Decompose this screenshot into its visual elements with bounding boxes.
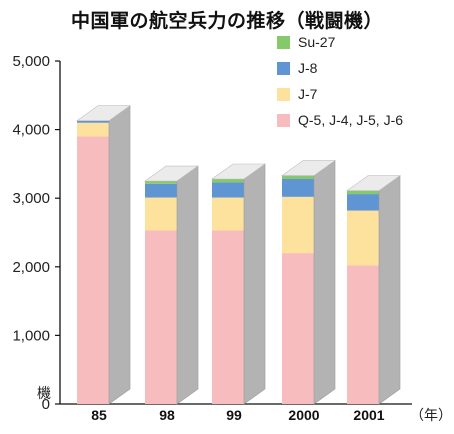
x-tick-label: 98: [159, 407, 175, 423]
bar-side: [313, 159, 336, 405]
bar-top: [281, 160, 336, 176]
bar-side: [176, 165, 199, 405]
legend-label: Su-27: [298, 34, 336, 50]
y-unit-label: 機: [37, 386, 51, 402]
x-tick-label: 2000: [288, 407, 319, 423]
bar-segment: [347, 194, 379, 211]
legend-label: J-7: [298, 86, 318, 102]
bar-top: [76, 105, 131, 121]
bar-segment: [282, 196, 314, 254]
y-tick-label: 4,000: [12, 122, 50, 139]
chart-title: 中国軍の航空兵力の推移（戦闘機）: [70, 10, 383, 32]
bar-segment: [145, 230, 177, 404]
x-unit-label: （年）: [410, 408, 452, 424]
bar-segment: [347, 190, 379, 195]
bar-segment: [282, 253, 314, 404]
bar-segment: [77, 120, 109, 123]
bar-top: [211, 163, 266, 180]
bar-segment: [282, 175, 314, 179]
legend-label: J-8: [298, 60, 318, 76]
bar-top: [144, 165, 199, 182]
y-tick-label: 1,000: [12, 327, 50, 344]
bar-segment: [212, 182, 244, 198]
y-tick-label: 5,000: [12, 53, 50, 70]
bar-segment: [145, 197, 177, 231]
bar-segment: [347, 265, 379, 404]
bar-top: [346, 175, 401, 191]
bar-segment: [145, 181, 177, 184]
bar-segment: [212, 197, 244, 231]
bar-segment: [145, 183, 177, 198]
bar-segment: [77, 122, 109, 137]
legend-label: Q-5, J-4, J-5, J-6: [298, 112, 403, 128]
bar-segment: [347, 210, 379, 266]
bar-segment: [282, 178, 314, 197]
y-tick-label: 2,000: [12, 259, 50, 276]
x-tick-label: 99: [226, 407, 242, 423]
x-tick-label: 2001: [353, 407, 384, 423]
x-tick-label: 85: [91, 407, 107, 423]
bar-side: [108, 105, 131, 405]
bar-segment: [212, 178, 244, 183]
bar-side: [243, 163, 266, 405]
legend-swatch: [277, 36, 290, 49]
legend-swatch: [277, 114, 290, 127]
legend-swatch: [277, 62, 290, 75]
y-tick-label: 0: [42, 396, 50, 413]
bar-side: [378, 175, 401, 405]
bar-segment: [77, 136, 109, 404]
y-tick-label: 3,000: [12, 190, 50, 207]
legend-swatch: [277, 88, 290, 101]
bar-segment: [212, 230, 244, 404]
